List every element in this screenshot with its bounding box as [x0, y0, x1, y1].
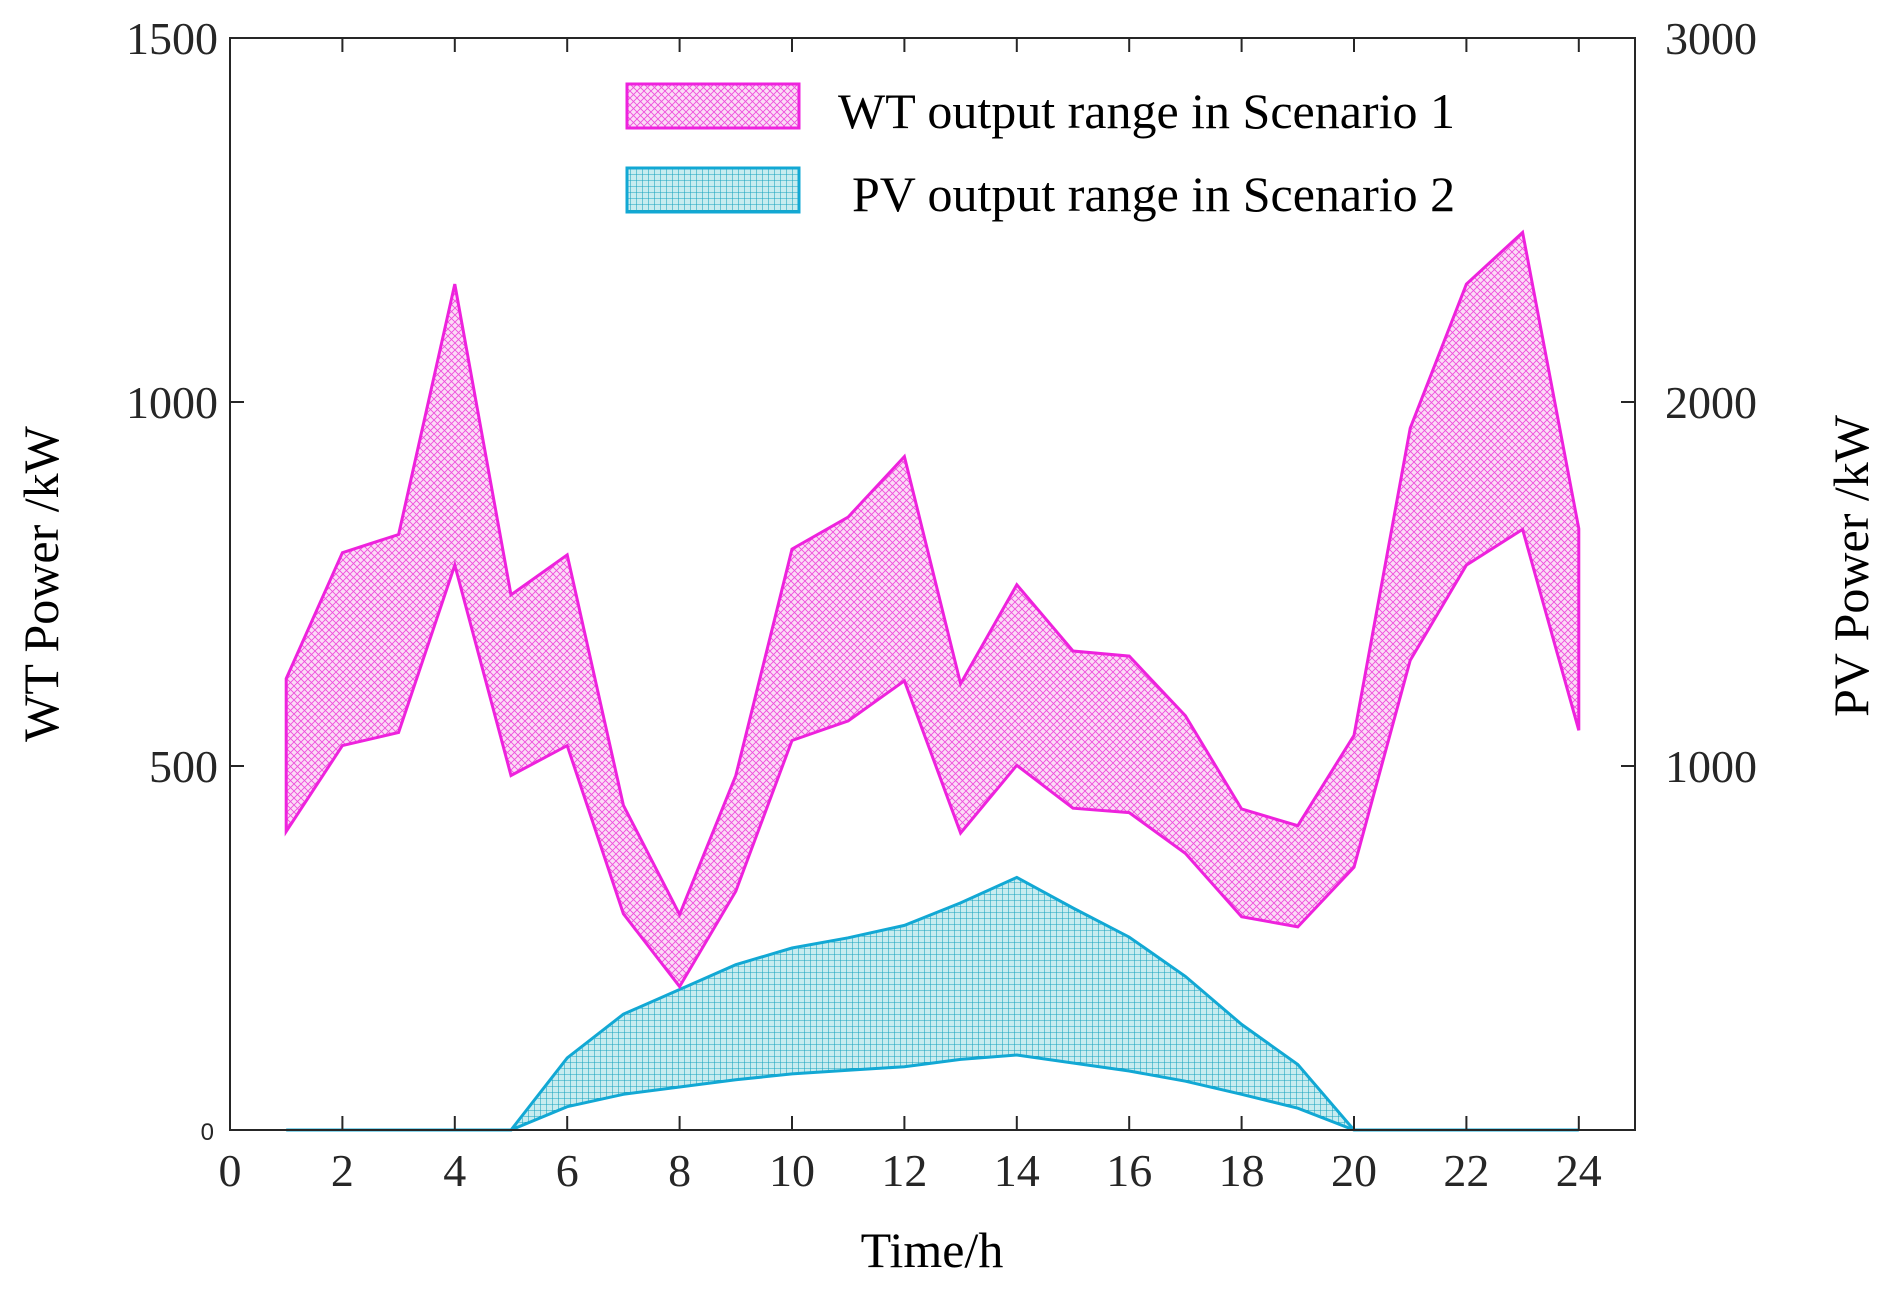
x-tick-label: 6 — [556, 1145, 579, 1196]
x-tick-label: 12 — [881, 1145, 927, 1196]
y-left-tick-label: 500 — [149, 741, 218, 792]
x-tick-label: 16 — [1106, 1145, 1152, 1196]
x-tick-label: 2 — [331, 1145, 354, 1196]
x-tick-label: 18 — [1219, 1145, 1265, 1196]
x-tick-label: 24 — [1556, 1145, 1602, 1196]
x-tick-label: 20 — [1331, 1145, 1377, 1196]
x-tick-label: 8 — [668, 1145, 691, 1196]
legend-label-pv: PV output range in Scenario 2 — [852, 166, 1455, 222]
x-axis-title: Time/h — [861, 1222, 1004, 1278]
x-tick-label: 10 — [769, 1145, 815, 1196]
series-layer — [284, 229, 1581, 1132]
y-right-tick-label: 3000 — [1665, 13, 1757, 64]
x-tick-label: 14 — [994, 1145, 1040, 1196]
x-axis-label: Time/h — [861, 1222, 1004, 1278]
series-band-pv — [286, 875, 1579, 1132]
legend-swatch-pv — [625, 166, 801, 214]
plot-frame — [229, 37, 1636, 1131]
legend-swatch-wt — [625, 82, 801, 130]
ticks-layer: 0 2 4 6 8 10 12 14 16 18 20 22 240500100015001000200… — [126, 13, 1757, 1196]
x-tick-label: 22 — [1443, 1145, 1489, 1196]
legend-label-wt: WT output range in Scenario 1 — [838, 83, 1455, 139]
series-band-wt — [284, 229, 1581, 990]
y-axis-right-label: PV Power /kW — [1823, 414, 1879, 717]
y-left-tick-label: 0 — [201, 1119, 214, 1146]
x-tick-label: 4 — [443, 1145, 466, 1196]
y-left-tick-label: 1500 — [126, 13, 218, 64]
y-axis-left-label: WT Power /kW — [13, 425, 69, 741]
y-axis-left-title: WT Power /kW — [13, 425, 69, 741]
legend: WT output range in Scenario 1 PV output … — [625, 82, 1455, 222]
y-right-tick-label: 1000 — [1665, 741, 1757, 792]
y-right-tick-label: 2000 — [1665, 377, 1757, 428]
x-tick-label: 0 — [219, 1145, 242, 1196]
y-left-tick-label: 1000 — [126, 377, 218, 428]
y-axis-right-title: PV Power /kW — [1823, 414, 1879, 717]
